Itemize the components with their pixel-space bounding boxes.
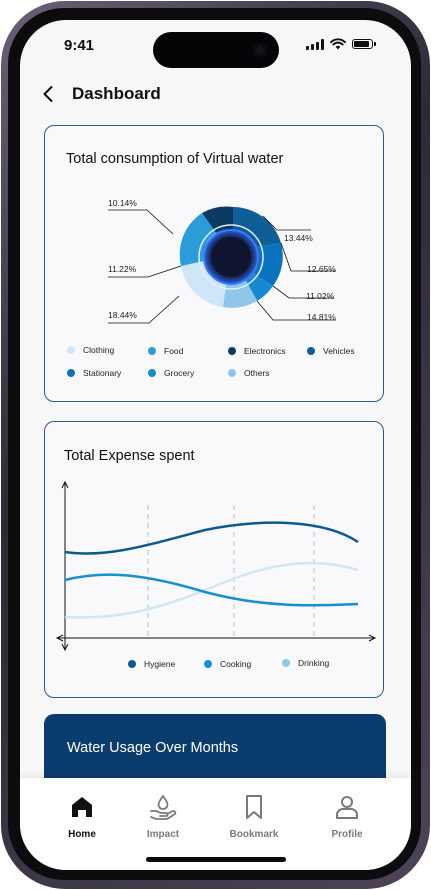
- percent-label: 11.02%: [306, 291, 335, 301]
- dynamic-island: [153, 32, 279, 68]
- percent-label: 14.81%: [307, 312, 336, 322]
- expense-card: Total Expense spent Hygie: [44, 421, 384, 698]
- impact-icon: [150, 794, 177, 820]
- leader-line-11-02: [272, 285, 334, 299]
- cellular-signal-icon: [306, 38, 324, 50]
- legend-label: Stationary: [83, 368, 122, 378]
- wifi-icon: [330, 38, 346, 50]
- legend-dot: [148, 369, 156, 377]
- page-title: Dashboard: [72, 84, 161, 103]
- tab-home[interactable]: Home: [42, 794, 122, 840]
- water-usage-title: Water Usage Over Months: [67, 740, 239, 756]
- donut-segment-stationary: [251, 243, 283, 286]
- y-axis-arrow-bottom: [61, 643, 69, 652]
- status-icons: [306, 38, 376, 50]
- camera-icon: [253, 43, 267, 57]
- virtual-water-title: Total consumption of Virtual water: [66, 151, 284, 167]
- legend-dot: [204, 660, 212, 668]
- chevron-left-icon: [43, 86, 53, 102]
- leader-line-12-65: [280, 242, 336, 272]
- x-axis-arrow-left: [55, 634, 64, 642]
- percent-label: 11.22%: [108, 264, 137, 274]
- expense-line-chart: [55, 480, 377, 652]
- status-time: 9:41: [64, 37, 95, 54]
- legend-label: Electronics: [244, 346, 286, 356]
- series-line-hygiene: [64, 521, 359, 555]
- tab-bookmark[interactable]: Bookmark: [214, 794, 294, 840]
- donut-segment-food: [179, 213, 216, 266]
- donut-segment-clothing: [181, 261, 226, 307]
- legend-item-food: Food: [148, 346, 183, 356]
- percent-label: 10.14%: [108, 198, 137, 208]
- tab-impact[interactable]: Impact: [123, 794, 203, 840]
- legend-item-cooking: Cooking: [204, 659, 251, 669]
- virtual-water-card: Total consumption of Virtual water: [44, 125, 384, 402]
- legend-item-drinking: Drinking: [282, 658, 329, 668]
- y-axis-arrow-top: [61, 480, 69, 489]
- leader-line-10-14: [108, 209, 174, 235]
- legend-dot: [128, 660, 136, 668]
- page-header: Dashboard: [38, 82, 161, 106]
- legend-dot: [228, 347, 236, 355]
- donut-inner-ring: [198, 224, 264, 290]
- legend-dot: [228, 369, 236, 377]
- percent-label: 18.44%: [108, 310, 137, 320]
- home-icon: [72, 797, 92, 817]
- legend-item-others: Others: [228, 368, 270, 378]
- legend-dot: [148, 347, 156, 355]
- back-button[interactable]: [38, 82, 58, 106]
- leader-line-18-44: [108, 295, 180, 324]
- legend-label: Clothing: [83, 345, 115, 355]
- x-axis-arrow-right: [368, 634, 377, 642]
- series-line-cooking: [64, 573, 359, 607]
- bookmark-icon: [246, 795, 262, 819]
- legend-dot: [67, 346, 75, 354]
- tab-label: Home: [68, 829, 96, 840]
- profile-icon: [336, 796, 358, 819]
- legend-item-stationary: Stationary: [67, 368, 121, 378]
- tab-label: Impact: [146, 829, 180, 840]
- home-indicator: [146, 857, 286, 862]
- series-line-drinking: [64, 561, 359, 619]
- leader-line-11-22: [108, 265, 182, 278]
- legend-label: Vehicles: [323, 346, 355, 356]
- legend-label: Grocery: [164, 368, 195, 378]
- legend-item-grocery: Grocery: [148, 368, 194, 378]
- donut-segment-vehicles: [233, 207, 281, 247]
- tab-label: Profile: [331, 829, 363, 840]
- percent-label: 12.65%: [307, 264, 336, 274]
- legend-label: Others: [244, 368, 270, 378]
- donut-segment-electronics: [202, 206, 233, 233]
- legend-label: Hygiene: [144, 659, 176, 669]
- tab-profile[interactable]: Profile: [307, 794, 387, 840]
- legend-item-vehicles: Vehicles: [307, 346, 355, 356]
- screen: 9:41 Dashboard Total consumption: [20, 20, 411, 870]
- leader-line-13-44: [262, 215, 311, 231]
- expense-title: Total Expense spent: [64, 448, 195, 464]
- legend-label: Drinking: [298, 658, 330, 668]
- legend-dot: [67, 369, 75, 377]
- legend-item-electronics: Electronics: [228, 346, 286, 356]
- legend-item-clothing: Clothing: [67, 345, 114, 355]
- donut-segment-grocery: [244, 272, 273, 301]
- leader-line-14-81: [256, 300, 336, 321]
- legend-dot: [307, 347, 315, 355]
- virtual-water-donut-chart: 10.14% 11.22% 18.44% 13.44% 12.65% 11.02…: [108, 198, 336, 324]
- legend-item-hygiene: Hygiene: [128, 659, 175, 669]
- bottom-tab-bar: Home Impact Bookmark: [20, 778, 411, 870]
- legend-label: Cooking: [220, 659, 252, 669]
- tab-label: Bookmark: [229, 829, 279, 840]
- donut-core: [211, 237, 251, 277]
- legend-label: Food: [164, 346, 184, 356]
- legend-dot: [282, 659, 290, 667]
- battery-icon: [352, 39, 376, 49]
- percent-label: 13.44%: [284, 233, 313, 243]
